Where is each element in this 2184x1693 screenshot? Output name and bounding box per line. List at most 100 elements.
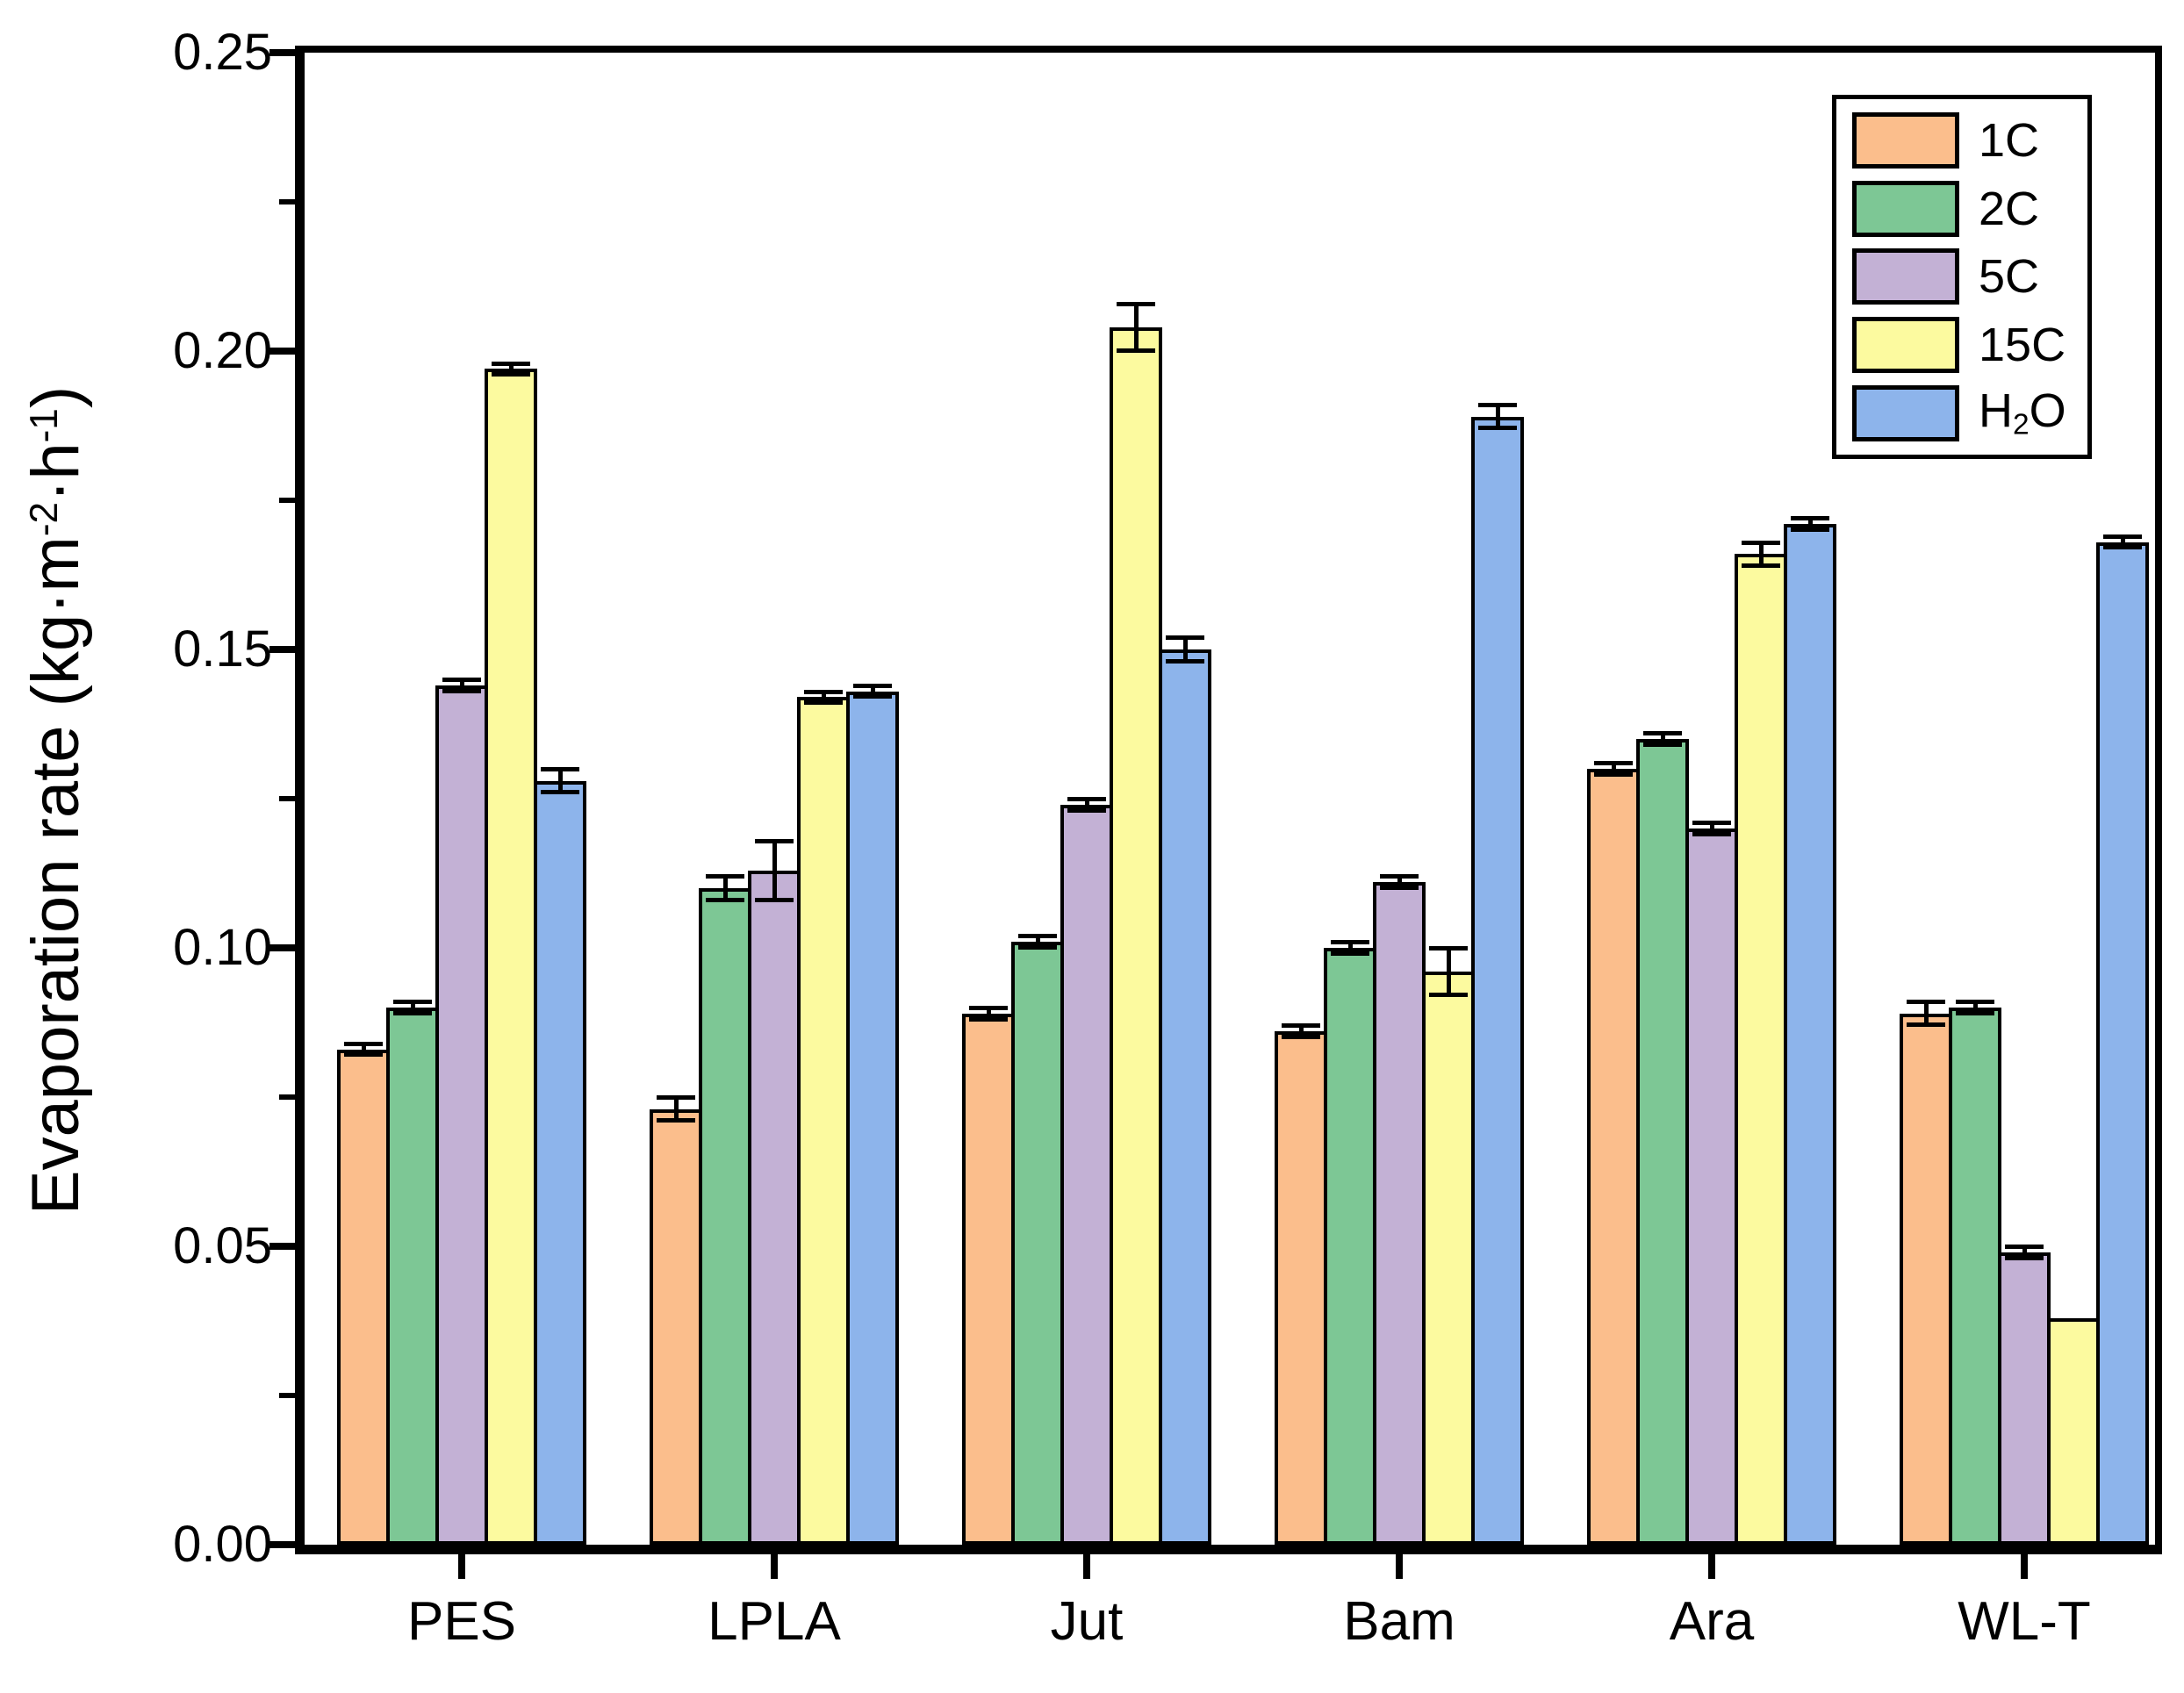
error-bar-cap-bottom bbox=[344, 1052, 383, 1058]
error-bar-cap-top bbox=[1594, 761, 1633, 766]
error-bar-cap-bottom bbox=[1067, 807, 1106, 813]
error-bar-cap-top bbox=[1117, 301, 1155, 306]
error-bar-cap-bottom bbox=[804, 700, 843, 706]
x-tick-label-PES: PES bbox=[406, 1591, 517, 1652]
error-bar-cap-bottom bbox=[657, 1118, 695, 1123]
error-bar-cap-bottom bbox=[2005, 1255, 2044, 1260]
bar-1C-PES bbox=[337, 1049, 390, 1545]
legend-swatch-H2O bbox=[1852, 385, 1959, 442]
legend-label-5C: 5C bbox=[1979, 250, 2040, 304]
bar-1C-WL-T bbox=[1900, 1013, 1952, 1545]
bar-5C-WL-T bbox=[1998, 1252, 2051, 1545]
bar-2C-Bam bbox=[1324, 948, 1376, 1545]
error-bar-cap-top bbox=[442, 678, 481, 682]
error-bar-cap-top bbox=[706, 874, 744, 879]
error-bar-cap-bottom bbox=[2103, 545, 2142, 550]
error-bar-cap-bottom bbox=[1791, 527, 1829, 532]
y-axis-title-sup-1: -1 bbox=[22, 408, 66, 443]
legend-swatch-1C bbox=[1852, 111, 1959, 169]
error-bar-stem bbox=[1035, 936, 1040, 948]
y-minor-tick bbox=[279, 1094, 295, 1100]
error-bar-cap-bottom bbox=[1331, 951, 1369, 956]
bar-1C-Ara bbox=[1587, 769, 1640, 1545]
error-bar-cap-top bbox=[1791, 516, 1829, 521]
legend-item-2C: 2C bbox=[1852, 177, 2080, 240]
y-major-tick bbox=[269, 49, 295, 56]
bar-H2O-LPLA bbox=[846, 691, 899, 1545]
x-tick-label-Bam: Bam bbox=[1343, 1591, 1455, 1652]
y-major-tick bbox=[269, 1243, 295, 1250]
error-bar-cap-bottom bbox=[1643, 742, 1682, 747]
error-bar-stem bbox=[1758, 542, 1764, 566]
bar-2C-Ara bbox=[1636, 739, 1689, 1545]
y-major-tick bbox=[269, 944, 295, 951]
legend-swatch-5C bbox=[1852, 248, 1959, 305]
bar-5C-Ara bbox=[1685, 829, 1738, 1545]
y-minor-tick bbox=[279, 498, 295, 503]
error-bar-stem bbox=[508, 362, 514, 376]
legend-label-H2O: H2O bbox=[1979, 384, 2066, 441]
bar-H2O-Ara bbox=[1784, 524, 1836, 1545]
x-tick-Bam bbox=[1396, 1554, 1403, 1579]
error-bar-cap-top bbox=[1331, 940, 1369, 945]
y-minor-tick bbox=[279, 1393, 295, 1398]
error-bar-stem bbox=[722, 876, 728, 900]
error-bar-stem bbox=[1611, 763, 1616, 775]
bar-H2O-Bam bbox=[1471, 416, 1524, 1545]
error-bar-cap-bottom bbox=[1166, 658, 1204, 664]
x-tick-label-LPLA: LPLA bbox=[708, 1591, 841, 1652]
x-tick-LPLA bbox=[771, 1554, 778, 1579]
error-bar-stem bbox=[772, 840, 777, 900]
y-tick-label: 0.25 bbox=[173, 24, 272, 81]
bar-1C-Jut bbox=[962, 1013, 1015, 1545]
bar-2C-PES bbox=[386, 1008, 439, 1545]
error-bar-stem bbox=[1084, 799, 1089, 811]
y-minor-tick bbox=[279, 199, 295, 204]
bar-15C-LPLA bbox=[797, 697, 850, 1545]
error-bar-cap-bottom bbox=[1907, 1022, 1945, 1028]
error-bar-stem bbox=[2022, 1246, 2027, 1259]
bar-5C-Bam bbox=[1373, 882, 1426, 1545]
error-bar-cap-bottom bbox=[492, 372, 530, 377]
error-bar-cap-bottom bbox=[1117, 348, 1155, 353]
error-bar-cap-top bbox=[393, 1000, 432, 1005]
error-bar-cap-top bbox=[1643, 731, 1682, 736]
error-bar-stem bbox=[1495, 405, 1500, 429]
x-tick-label-Ara: Ara bbox=[1669, 1591, 1755, 1652]
error-bar-stem bbox=[1182, 637, 1188, 662]
bar-1C-LPLA bbox=[650, 1108, 702, 1545]
error-bar-stem bbox=[821, 691, 826, 704]
error-bar-cap-top bbox=[541, 767, 579, 771]
error-bar-cap-top bbox=[1166, 635, 1204, 641]
legend-item-1C: 1C bbox=[1852, 109, 2080, 172]
error-bar-cap-bottom bbox=[1429, 993, 1468, 998]
error-bar-cap-top bbox=[1742, 540, 1780, 545]
legend-label-2C: 2C bbox=[1979, 182, 2040, 235]
bar-15C-WL-T bbox=[2047, 1317, 2100, 1545]
error-bar-cap-top bbox=[1692, 821, 1731, 826]
error-bar-stem bbox=[986, 1008, 991, 1020]
plot-area bbox=[295, 46, 2162, 1554]
y-axis-title-sup-2: -2 bbox=[22, 501, 66, 537]
error-bar-cap-top bbox=[1282, 1023, 1320, 1029]
bar-1C-Bam bbox=[1275, 1031, 1327, 1545]
bar-15C-Ara bbox=[1735, 554, 1787, 1545]
error-bar-cap-top bbox=[1956, 1000, 1994, 1005]
y-major-tick bbox=[269, 646, 295, 653]
error-bar-cap-top bbox=[969, 1006, 1008, 1010]
error-bar-stem bbox=[1347, 942, 1353, 954]
legend-item-15C: 15C bbox=[1852, 313, 2080, 377]
error-bar-stem bbox=[1660, 733, 1665, 745]
error-bar-stem bbox=[1133, 303, 1139, 351]
error-bar-stem bbox=[1807, 518, 1813, 530]
error-bar-stem bbox=[1397, 876, 1402, 888]
error-bar-cap-top bbox=[492, 361, 530, 366]
legend: 1C 2C 5C 15C H2O bbox=[1832, 95, 2092, 459]
y-axis-title-mid: ·h bbox=[18, 442, 93, 502]
y-tick-label: 0.10 bbox=[173, 919, 272, 976]
bar-5C-PES bbox=[435, 685, 488, 1545]
legend-swatch-15C bbox=[1852, 317, 1959, 374]
error-bar-stem bbox=[673, 1097, 679, 1122]
error-bar-cap-top bbox=[755, 838, 794, 843]
error-bar-stem bbox=[1298, 1025, 1304, 1037]
